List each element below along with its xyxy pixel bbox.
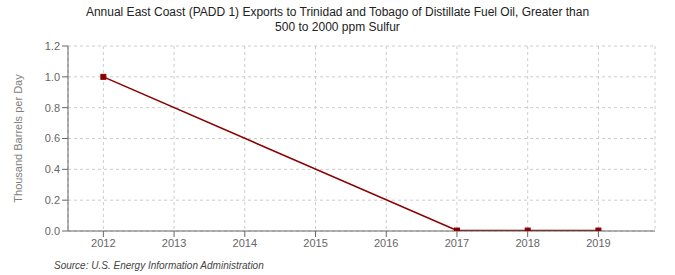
svg-text:1.0: 1.0 bbox=[45, 71, 60, 83]
svg-text:0.8: 0.8 bbox=[45, 102, 60, 114]
html-text:500 to 2000 ppm Sulfur: 500 to 2000 ppm Sulfur bbox=[275, 20, 400, 34]
html-text:Source: U.S. Energy Informatio: Source: U.S. Energy Information Administ… bbox=[54, 259, 264, 271]
svg-text:0.4: 0.4 bbox=[45, 163, 60, 175]
svg-text:2016: 2016 bbox=[374, 237, 398, 249]
svg-text:0.2: 0.2 bbox=[45, 194, 60, 206]
svg-text:2014: 2014 bbox=[233, 237, 257, 249]
svg-text:2012: 2012 bbox=[91, 237, 115, 249]
svg-text:0.6: 0.6 bbox=[45, 132, 60, 144]
svg-text:2015: 2015 bbox=[303, 237, 327, 249]
svg-text:0.0: 0.0 bbox=[45, 225, 60, 237]
svg-text:Thousand Barrels per Day: Thousand Barrels per Day bbox=[12, 74, 24, 203]
html-text:Annual East Coast (PADD 1) Exp: Annual East Coast (PADD 1) Exports to Tr… bbox=[85, 5, 590, 19]
svg-text:2013: 2013 bbox=[162, 237, 186, 249]
svg-text:2019: 2019 bbox=[586, 237, 610, 249]
svg-text:1.2: 1.2 bbox=[45, 40, 60, 52]
svg-text:2018: 2018 bbox=[515, 237, 539, 249]
svg-text:2017: 2017 bbox=[445, 237, 469, 249]
